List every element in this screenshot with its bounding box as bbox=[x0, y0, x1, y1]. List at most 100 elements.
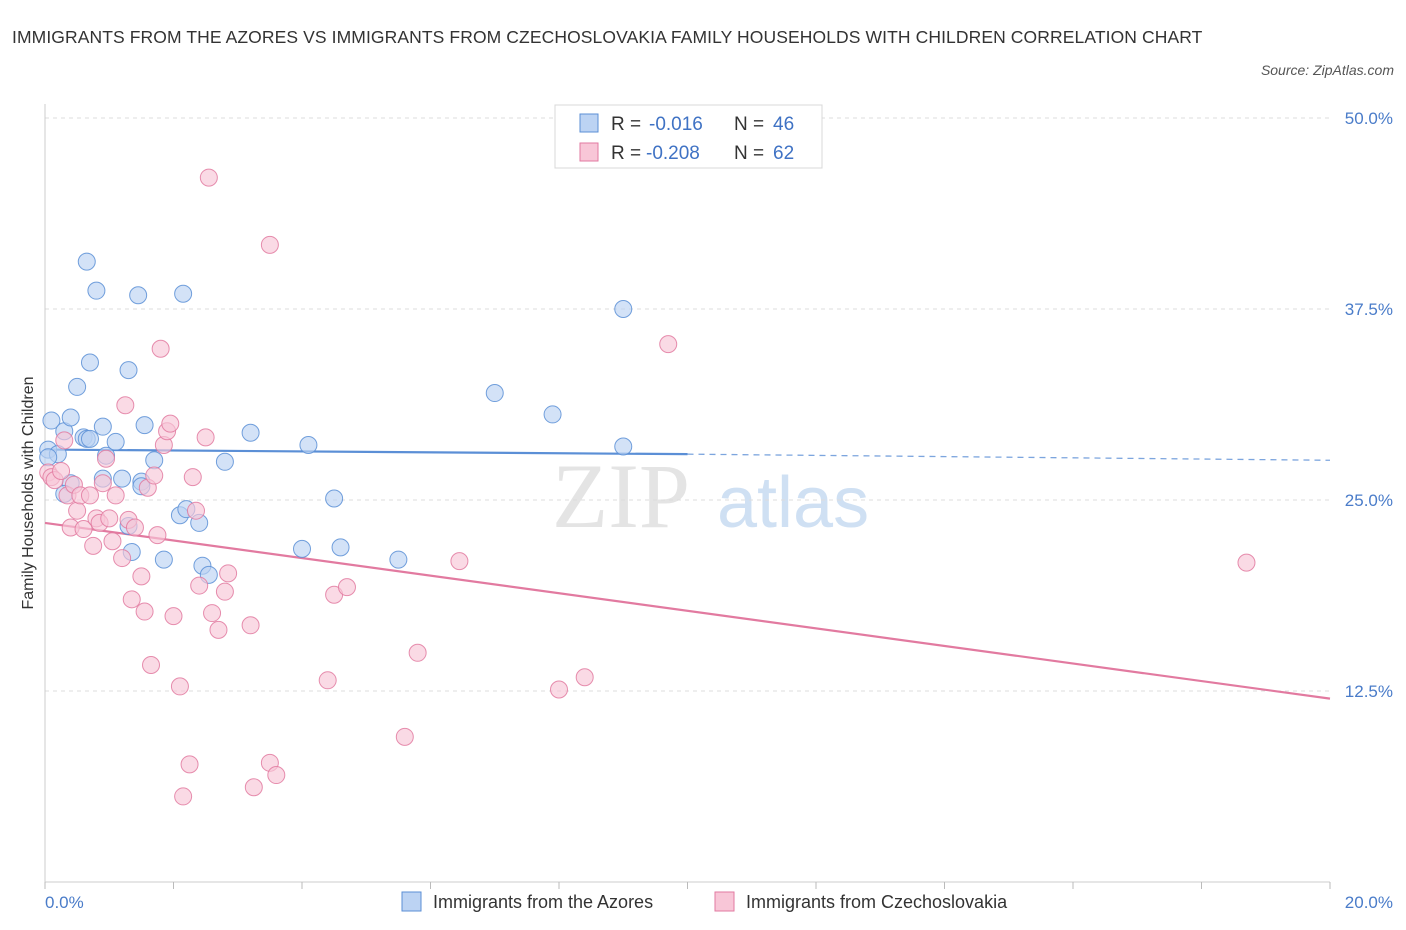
point-czechoslovakia bbox=[337, 578, 356, 597]
point-czechoslovakia bbox=[116, 396, 135, 415]
trend-lines bbox=[44, 448, 1331, 700]
point-azores bbox=[389, 550, 408, 569]
legend-label-czech: Immigrants from Czechoslovakia bbox=[746, 892, 1008, 912]
point-czechoslovakia bbox=[199, 168, 218, 187]
x-tick-label-min: 0.0% bbox=[45, 893, 84, 912]
point-azores bbox=[93, 417, 112, 436]
point-azores bbox=[113, 469, 132, 488]
point-czechoslovakia bbox=[151, 339, 170, 358]
point-azores bbox=[68, 377, 87, 396]
point-azores bbox=[241, 423, 260, 442]
stats-legend-n-label-1: N = bbox=[734, 114, 764, 135]
point-czechoslovakia bbox=[174, 787, 193, 806]
point-czechoslovakia bbox=[450, 552, 469, 571]
point-czechoslovakia bbox=[68, 501, 87, 520]
point-czechoslovakia bbox=[84, 536, 103, 555]
point-czechoslovakia bbox=[132, 567, 151, 586]
legend-label-azores: Immigrants from the Azores bbox=[433, 892, 653, 912]
trend-line-azores bbox=[44, 448, 688, 456]
point-czechoslovakia bbox=[135, 602, 154, 621]
point-czechoslovakia bbox=[395, 727, 414, 746]
point-czechoslovakia bbox=[215, 582, 234, 601]
point-czechoslovakia bbox=[260, 235, 279, 254]
point-azores bbox=[61, 408, 80, 427]
point-czechoslovakia bbox=[575, 668, 594, 687]
point-azores bbox=[154, 550, 173, 569]
stats-legend-n-value-2: 62 bbox=[773, 143, 794, 164]
point-azores bbox=[299, 435, 318, 454]
point-azores bbox=[80, 429, 99, 448]
gridlines bbox=[45, 117, 1330, 692]
point-czechoslovakia bbox=[1237, 553, 1256, 572]
point-azores bbox=[215, 452, 234, 471]
y-axis-label: Family Households with Children bbox=[20, 377, 37, 610]
point-czechoslovakia bbox=[219, 564, 238, 583]
point-azores bbox=[614, 300, 633, 318]
y-tick-label: 12.5% bbox=[1345, 682, 1393, 701]
stats-legend-r-label-2: R = bbox=[611, 143, 641, 164]
point-czechoslovakia bbox=[659, 335, 678, 354]
point-czechoslovakia bbox=[190, 576, 209, 595]
x-tick-label-max: 20.0% bbox=[1345, 893, 1393, 912]
point-czechoslovakia bbox=[244, 778, 263, 797]
watermark-atlas: atlas bbox=[717, 463, 869, 543]
point-czechoslovakia bbox=[103, 532, 122, 551]
stats-legend-r-label-1: R = bbox=[611, 114, 641, 135]
point-azores bbox=[42, 411, 61, 430]
point-azores bbox=[135, 416, 154, 435]
point-azores bbox=[485, 384, 504, 403]
point-czechoslovakia bbox=[148, 526, 167, 545]
axes: 12.5% 25.0% 37.5% 50.0% bbox=[44, 104, 1393, 889]
stats-legend-swatch-czech bbox=[579, 142, 599, 162]
stats-legend-swatch-azores bbox=[579, 113, 599, 133]
point-czechoslovakia bbox=[241, 616, 260, 635]
stats-legend-r-value-1: -0.016 bbox=[649, 114, 703, 135]
data-points bbox=[39, 168, 1256, 806]
point-czechoslovakia bbox=[74, 520, 93, 539]
point-czechoslovakia bbox=[106, 486, 125, 505]
point-czechoslovakia bbox=[52, 461, 71, 480]
point-czechoslovakia bbox=[142, 656, 161, 675]
stats-legend-r-value-2: -0.208 bbox=[646, 143, 700, 164]
point-czechoslovakia bbox=[186, 501, 205, 520]
point-czechoslovakia bbox=[196, 428, 215, 447]
point-czechoslovakia bbox=[97, 449, 116, 468]
point-azores bbox=[119, 361, 138, 380]
point-azores bbox=[331, 538, 350, 557]
watermark-zip: ZIP bbox=[552, 445, 690, 547]
point-azores bbox=[87, 281, 106, 300]
point-czechoslovakia bbox=[209, 620, 228, 639]
point-azores bbox=[39, 448, 58, 467]
point-czechoslovakia bbox=[550, 680, 568, 699]
source-label: Source: ZipAtlas.com bbox=[1260, 62, 1394, 78]
point-azores bbox=[325, 489, 344, 508]
point-czechoslovakia bbox=[113, 549, 132, 568]
point-czechoslovakia bbox=[164, 607, 183, 626]
point-czechoslovakia bbox=[122, 590, 141, 609]
point-czechoslovakia bbox=[180, 755, 199, 774]
legend-swatch-azores bbox=[401, 891, 422, 912]
y-tick-label: 25.0% bbox=[1345, 491, 1393, 510]
point-czechoslovakia bbox=[203, 604, 222, 623]
y-tick-label: 37.5% bbox=[1345, 300, 1393, 319]
point-czechoslovakia bbox=[408, 643, 427, 662]
point-azores bbox=[80, 353, 99, 372]
point-czechoslovakia bbox=[161, 414, 180, 433]
series-legend: Immigrants from the Azores Immigrants fr… bbox=[401, 891, 1008, 912]
point-czechoslovakia bbox=[55, 431, 74, 450]
point-czechoslovakia bbox=[318, 671, 337, 690]
y-tick-label: 50.0% bbox=[1345, 109, 1393, 128]
point-czechoslovakia bbox=[145, 466, 164, 485]
point-azores bbox=[106, 432, 125, 451]
point-azores bbox=[145, 451, 164, 470]
point-azores bbox=[543, 405, 562, 424]
point-czechoslovakia bbox=[267, 766, 286, 785]
point-azores bbox=[614, 437, 633, 456]
trend-line-azores-extension bbox=[687, 453, 1331, 461]
point-czechoslovakia bbox=[93, 474, 112, 493]
point-czechoslovakia bbox=[100, 509, 119, 528]
point-czechoslovakia bbox=[183, 468, 202, 487]
stats-legend-n-label-2: N = bbox=[734, 143, 764, 164]
point-azores bbox=[129, 286, 148, 305]
